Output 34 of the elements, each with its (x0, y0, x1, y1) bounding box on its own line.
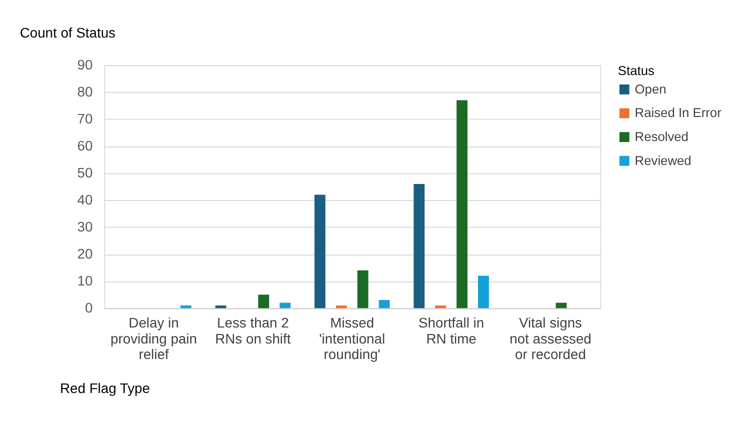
y-tick-label: 50 (77, 164, 94, 181)
bar (180, 305, 192, 308)
legend-label: Open (634, 81, 666, 96)
y-tick-label: 30 (77, 218, 94, 235)
bar (556, 302, 567, 308)
chart-title: Count of Status (20, 24, 116, 40)
bar (258, 294, 270, 308)
y-tick-label: 10 (77, 272, 94, 289)
x-tick-label: Less than 2 RNs on shift (215, 314, 291, 346)
bar (336, 305, 347, 308)
y-tick-label: 90 (77, 56, 94, 73)
legend-label: Raised In Error (634, 105, 722, 120)
bar (378, 300, 390, 308)
bar (456, 100, 468, 308)
y-tick-label: 80 (77, 84, 94, 100)
legend-label: Resolved (634, 129, 688, 144)
y-tick-label: 70 (77, 110, 94, 127)
bar (478, 276, 489, 308)
y-tick-label: 20 (77, 246, 94, 262)
x-axis-title: Red Flag Type (60, 380, 150, 396)
bar (314, 194, 326, 308)
y-tick-label: 0 (85, 300, 94, 316)
x-tick-label: Delay in providing pain relief (110, 314, 197, 362)
x-tick-label: Vital signs not assessed or recorded (510, 314, 592, 362)
bar (357, 270, 368, 308)
legend-title: Status (618, 63, 654, 78)
y-tick-label: 40 (77, 192, 94, 208)
bar (414, 184, 425, 308)
bar (280, 302, 291, 308)
y-tick-label: 60 (77, 138, 94, 154)
x-tick-label: Missed 'intentional rounding' (319, 314, 386, 362)
bar (435, 305, 446, 308)
legend-label: Reviewed (634, 152, 692, 168)
x-tick-label: Shortfall in RN time (418, 314, 484, 346)
